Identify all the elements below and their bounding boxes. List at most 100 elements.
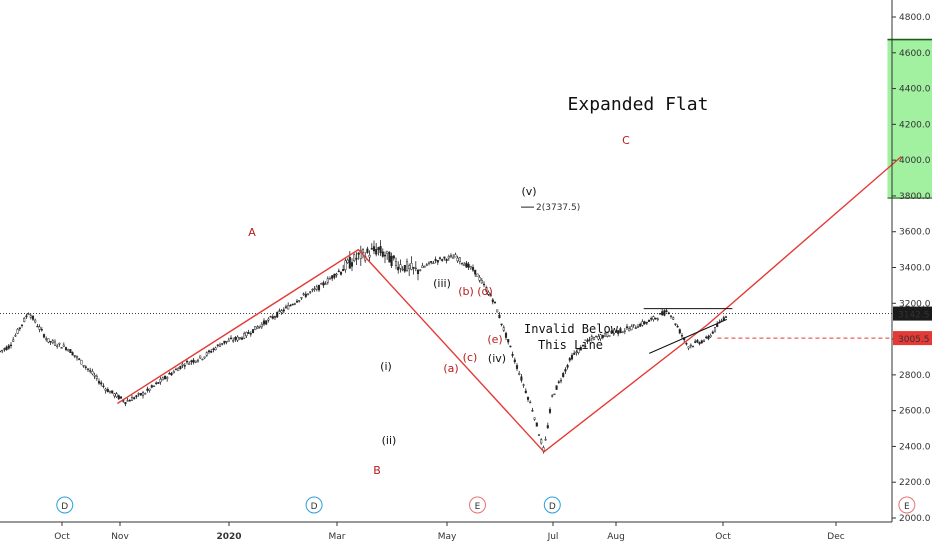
price-candle-body bbox=[445, 258, 448, 262]
price-candle-body bbox=[45, 338, 48, 340]
overlay-lines bbox=[0, 38, 932, 453]
price-candle-body bbox=[168, 372, 171, 375]
price-candle-body bbox=[227, 339, 230, 342]
price-candle-body bbox=[335, 273, 338, 276]
price-candle-body bbox=[656, 318, 659, 320]
x-tick-label: Jul bbox=[547, 532, 559, 542]
y-tick-label: 2800.0 bbox=[899, 371, 931, 381]
price-candle-body bbox=[95, 375, 98, 379]
price-candle-body bbox=[421, 265, 424, 269]
price-candle-body bbox=[100, 382, 103, 385]
price-candle-body bbox=[205, 352, 208, 356]
price-candle-body bbox=[458, 257, 461, 262]
price-candle-body bbox=[25, 315, 28, 318]
current-price-badge-label: 3142.5 bbox=[898, 311, 930, 321]
price-candle-body bbox=[137, 393, 140, 395]
price-candle-body bbox=[49, 341, 52, 343]
price-candle-body bbox=[124, 402, 127, 405]
price-candle-body bbox=[295, 300, 299, 303]
price-candle-body bbox=[75, 356, 79, 359]
price-candle-body bbox=[159, 378, 162, 383]
price-candle-body bbox=[207, 350, 211, 353]
price-candle-body bbox=[597, 336, 600, 340]
price-candle-body bbox=[496, 309, 499, 313]
price-candle-body bbox=[293, 303, 296, 305]
price-candle-body bbox=[38, 326, 41, 330]
price-candle-body bbox=[291, 303, 294, 306]
price-candle-body bbox=[218, 344, 222, 347]
price-candle-body bbox=[243, 333, 246, 339]
price-candle-body bbox=[256, 326, 259, 329]
price-candle-body bbox=[342, 269, 345, 272]
price-candle-body bbox=[509, 345, 512, 348]
price-candle-body bbox=[126, 400, 129, 402]
x-tick-label: May bbox=[438, 532, 457, 542]
price-candle-body bbox=[447, 256, 450, 259]
price-candle-body bbox=[672, 317, 675, 320]
price-candle-body bbox=[375, 249, 378, 255]
price-candle-body bbox=[540, 439, 543, 444]
event-marker-label: E bbox=[475, 502, 481, 512]
price-candle-body bbox=[372, 246, 376, 252]
wave-label: (iii) bbox=[433, 277, 451, 290]
price-candle-body bbox=[454, 254, 457, 258]
price-candle-body bbox=[599, 334, 602, 340]
price-candle-body bbox=[139, 392, 142, 396]
price-candle-body bbox=[53, 341, 57, 346]
price-candle-body bbox=[311, 289, 314, 291]
price-candle-body bbox=[20, 324, 24, 326]
price-candle-body bbox=[522, 384, 525, 386]
price-candle-body bbox=[518, 373, 521, 375]
event-marker-circle bbox=[469, 496, 486, 514]
event-marker-circle bbox=[56, 496, 74, 514]
price-candle-body bbox=[713, 327, 717, 332]
price-candle-body bbox=[69, 349, 72, 353]
y-tick-label: 2200.0 bbox=[899, 478, 931, 488]
price-candle-body bbox=[181, 363, 184, 366]
price-candle-body bbox=[573, 352, 576, 355]
price-candle-body bbox=[564, 369, 567, 372]
price-candle-body bbox=[570, 354, 574, 360]
price-candle-body bbox=[546, 425, 549, 428]
price-candle-body bbox=[284, 306, 288, 308]
price-candle-body bbox=[361, 249, 365, 254]
price-candle-body bbox=[89, 370, 92, 372]
price-candle-body bbox=[188, 362, 191, 365]
price-candle-body bbox=[632, 324, 635, 326]
price-candle-body bbox=[647, 319, 651, 322]
x-tick-label: Mar bbox=[329, 532, 346, 542]
price-candle-body bbox=[397, 266, 400, 271]
price-candle-body bbox=[133, 397, 136, 400]
wave-label: B bbox=[373, 464, 381, 477]
price-candle-body bbox=[185, 360, 189, 363]
wave-label: (ii) bbox=[382, 434, 397, 447]
price-candle-body bbox=[414, 267, 417, 270]
price-candle-body bbox=[694, 341, 697, 343]
price-candle-body bbox=[368, 254, 371, 258]
y-tick-label: 3800.0 bbox=[899, 192, 931, 202]
price-candle-body bbox=[386, 250, 389, 254]
price-candle-body bbox=[23, 318, 26, 322]
price-candle-body bbox=[476, 273, 479, 277]
price-candle-body bbox=[245, 331, 248, 337]
wave-label: (iv) bbox=[488, 352, 506, 365]
price-candle-body bbox=[128, 400, 131, 402]
price-candle-body bbox=[381, 251, 384, 257]
price-candle-body bbox=[221, 343, 224, 345]
price-candle-body bbox=[511, 354, 514, 356]
price-candle-body bbox=[423, 266, 426, 268]
price-candle-body bbox=[524, 390, 527, 394]
y-tick-label: 2400.0 bbox=[899, 442, 931, 452]
price-candle-body bbox=[36, 325, 39, 328]
price-candle-body bbox=[614, 331, 618, 333]
invalid-level-badge bbox=[893, 331, 932, 346]
price-candle-body bbox=[254, 326, 257, 331]
price-candle-body bbox=[34, 319, 37, 323]
price-candle-body bbox=[203, 356, 206, 359]
price-candle-body bbox=[669, 315, 673, 318]
price-candle-body bbox=[410, 262, 413, 270]
price-candle-body bbox=[190, 360, 193, 363]
